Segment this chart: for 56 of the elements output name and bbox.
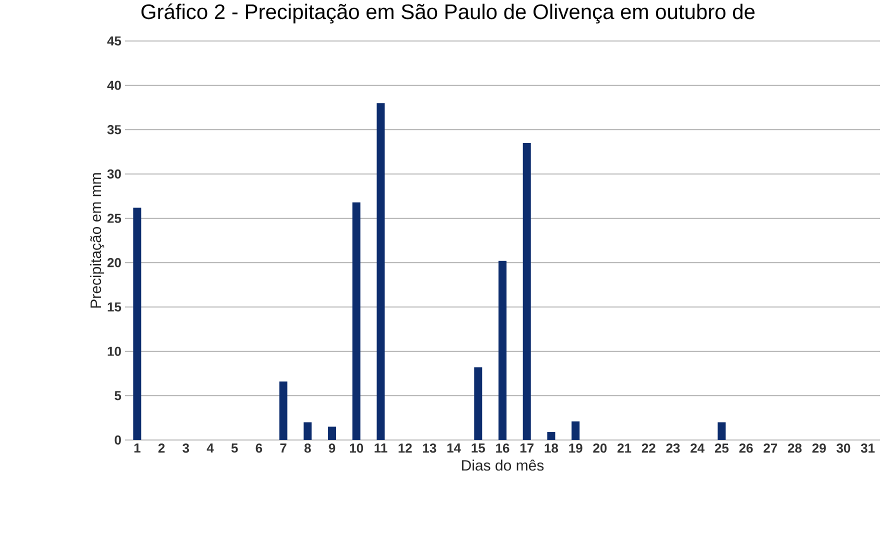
y-tick-label: 5: [114, 391, 122, 400]
y-tick-label: 25: [107, 214, 122, 223]
x-tick-label: 19: [569, 444, 582, 453]
x-tick-label: 17: [520, 444, 534, 452]
bar: [572, 421, 580, 440]
x-tick-label: 21: [618, 444, 632, 453]
x-tick-label: 14: [447, 444, 461, 452]
x-tick-label: 11: [374, 444, 388, 452]
x-tick-label: 10: [350, 444, 364, 453]
x-tick-label: 22: [642, 444, 656, 453]
bar: [718, 422, 726, 440]
x-tick-label: 27: [764, 444, 778, 453]
bar: [547, 432, 556, 440]
x-tick-label: 4: [206, 444, 214, 452]
x-tick-label: 18: [544, 444, 558, 453]
x-tick-label: 28: [788, 444, 802, 453]
x-tick-label: 1: [134, 444, 140, 452]
x-tick-label: 31: [860, 444, 875, 453]
x-tick-label: 12: [398, 444, 412, 453]
x-tick-label: 8: [304, 444, 311, 453]
x-tick-label: 20: [593, 444, 607, 453]
y-tick-label: 0: [114, 435, 121, 445]
chart-title: Gráfico 2 - Precipitação em São Paulo de Olivença em outubro de: [141, 4, 755, 24]
bar: [328, 426, 336, 440]
x-tick-label: 26: [739, 444, 753, 453]
x-tick-label: 13: [423, 444, 436, 453]
bar: [352, 202, 360, 440]
x-tick-label: 24: [690, 444, 705, 453]
bar: [474, 367, 482, 440]
bar: [279, 381, 288, 440]
x-tick-label: 16: [496, 444, 510, 453]
x-tick-label: 25: [714, 444, 729, 453]
bar: [133, 208, 142, 440]
x-tick-label: 15: [472, 444, 486, 453]
x-tick-label: 23: [666, 444, 680, 453]
x-tick-label: 9: [328, 444, 336, 453]
x-tick-label: 7: [280, 444, 286, 452]
y-tick-label: 45: [107, 36, 122, 46]
y-tick-label: 40: [107, 80, 121, 90]
bar: [304, 422, 312, 440]
bar: [522, 142, 531, 440]
x-tick-label: 29: [812, 444, 826, 453]
y-tick-label: 15: [108, 302, 122, 312]
y-tick-label: 35: [107, 125, 122, 134]
x-tick-label: 6: [256, 444, 262, 453]
x-tick-label: 5: [231, 444, 238, 453]
y-tick-label: 20: [107, 258, 121, 268]
bar: [498, 260, 507, 440]
x-tick-label: 2: [158, 444, 165, 453]
x-tick-label: 30: [836, 444, 850, 453]
y-tick-label: 10: [108, 346, 121, 356]
bar: [376, 103, 385, 440]
x-axis-title: Dias do mês: [462, 460, 544, 471]
y-axis-title: Precipitação em mm: [90, 173, 104, 308]
y-tick-label: 30: [107, 169, 121, 179]
x-tick-label: 3: [182, 444, 190, 453]
